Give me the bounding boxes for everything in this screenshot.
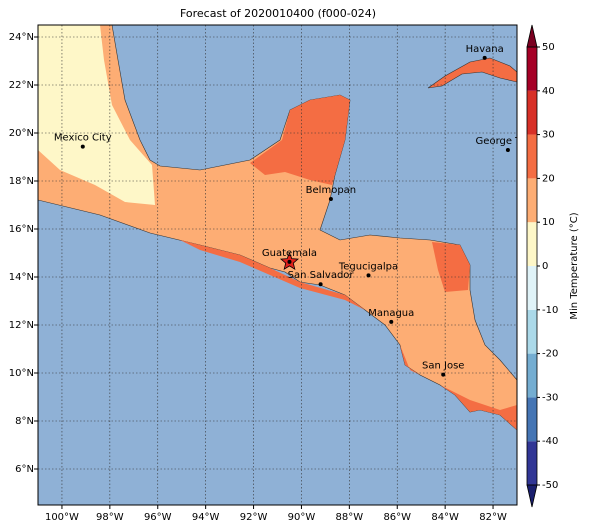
city-dot: [441, 372, 446, 377]
city-dot: [482, 55, 487, 60]
x-tick-label: 100°W: [45, 512, 79, 523]
y-tick-label: 10°N: [9, 368, 34, 379]
city-dot: [287, 259, 292, 264]
city-label: Mexico City: [54, 133, 112, 144]
colorbar-extend: [526, 484, 538, 508]
colorbar-tick-label: 10: [542, 217, 555, 228]
axes-layer: 100°W 98°W 96°W 94°W 92°W 90°W 88°W 86°W 84°W 82°…: [9, 32, 507, 523]
y-tick-label: 6°N: [15, 464, 34, 475]
city-label: George Town: [476, 136, 541, 147]
x-tick-label: 94°W: [192, 512, 220, 523]
y-tick-label: 12°N: [9, 320, 34, 331]
city-label: San Salvador: [288, 270, 355, 281]
colorbar-segment: [527, 309, 537, 354]
x-tick-label: 86°W: [383, 512, 411, 523]
colorbar-segment: [527, 266, 537, 310]
colorbar-tick-label: -10: [542, 305, 558, 316]
warm-zone: [180, 240, 375, 315]
city-label: Belmopan: [306, 185, 356, 196]
colorbar-segment: [527, 222, 537, 266]
x-tick-label: 96°W: [144, 512, 172, 523]
city-label: Guatemala: [262, 248, 317, 259]
city-label: Tegucigalpa: [338, 261, 398, 272]
colorbar-segment: [527, 134, 537, 179]
x-tick-label: 92°W: [240, 512, 268, 523]
colorbar-tick-label: 40: [542, 86, 555, 97]
colorbar-label: Min Temperature (°C): [569, 212, 580, 319]
colorbar-segment: [527, 178, 537, 223]
cool-zone: [38, 25, 155, 205]
colorbar-tick-label: -50: [542, 480, 558, 491]
colorbar-tick-label: -20: [542, 349, 558, 360]
x-tick-label: 90°W: [288, 512, 316, 523]
colorbar-segment: [527, 397, 537, 442]
map-layer: Havana Mexico City George Town Belmopan Guat…: [38, 25, 541, 505]
land: [38, 25, 517, 431]
y-tick-label: 18°N: [9, 176, 34, 187]
y-tick-label: 14°N: [9, 272, 34, 283]
colorbar-segment: [527, 353, 537, 398]
colorbar-tick-label: -40: [542, 436, 558, 447]
city-dot: [389, 319, 394, 324]
warm-zone: [432, 242, 470, 292]
warm-zone: [400, 345, 517, 430]
city-dot: [80, 144, 85, 149]
city-dot: [505, 148, 510, 153]
y-tick-label: 20°N: [9, 128, 34, 139]
city-label: Havana: [466, 44, 504, 55]
cuba: [427, 57, 517, 89]
colorbar-segment: [527, 441, 537, 485]
warm-zone: [250, 95, 350, 185]
city-dot: [328, 197, 333, 201]
map-body: Havana Mexico City George Town Belmopan Guat…: [38, 25, 541, 505]
x-tick-label: 82°W: [479, 512, 507, 523]
colorbar-tick-label: 0: [542, 261, 548, 272]
y-tick-label: 24°N: [9, 32, 34, 43]
y-tick-label: 16°N: [9, 224, 34, 235]
colorbar-tick-label: 30: [542, 130, 555, 141]
title: Forecast of 2020010400 (f000-024): [180, 7, 376, 20]
colorbar-tick-label: 50: [542, 42, 555, 53]
colorbar-segment: [527, 90, 537, 135]
city-label: Managua: [368, 308, 414, 319]
x-tick-label: 98°W: [96, 512, 124, 523]
colorbar-tick-label: -30: [542, 392, 558, 403]
city-dot: [318, 282, 323, 287]
colorbar-segment: [527, 47, 537, 91]
colorbar-tick-label: 20: [542, 173, 555, 184]
y-tick-label: 8°N: [15, 416, 34, 427]
city-dot: [366, 273, 371, 278]
city-label: San Jose: [422, 361, 464, 372]
x-tick-label: 84°W: [431, 512, 459, 523]
map-frame: [37, 24, 518, 506]
x-tick-label: 88°W: [336, 512, 364, 523]
colorbar-extend: [526, 24, 538, 48]
y-tick-label: 22°N: [9, 80, 34, 91]
colorbar: -50 -40 -30 -20 -10 0 10 20 30 40 50 Min Temperatur…: [526, 24, 580, 508]
